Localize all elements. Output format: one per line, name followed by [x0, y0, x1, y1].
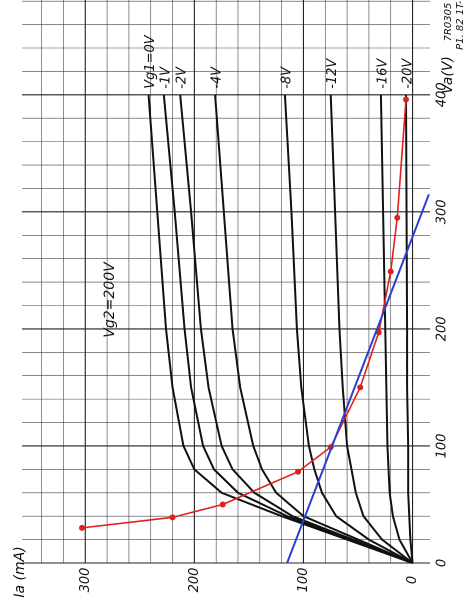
curve-label: -4V	[210, 66, 225, 89]
marker	[357, 384, 364, 391]
curve-label: -1V	[158, 66, 173, 89]
curve	[179, 94, 413, 564]
curve-label: -16V	[375, 58, 390, 89]
curve-label: -20V	[401, 58, 416, 89]
curve	[162, 94, 413, 564]
curve	[329, 94, 414, 564]
x-tick-label: 0	[435, 559, 450, 567]
x-tick-label: 300	[435, 199, 450, 224]
x-axis-label: Va(V)	[440, 56, 456, 94]
x-tick-label: 400	[435, 82, 450, 107]
chart-subtitle: P1. 82 1T-1	[455, 0, 466, 50]
y-axis-label: Ia (mA)	[12, 546, 28, 597]
curve	[286, 193, 430, 564]
marker	[79, 524, 85, 531]
annotation: Vg2=200V	[102, 261, 118, 338]
marker	[219, 501, 226, 508]
chart-title: 7R0305	[443, 3, 454, 42]
curve	[147, 94, 413, 564]
marker	[169, 514, 176, 521]
curve-label: Vg1=0V	[143, 34, 158, 89]
marker	[295, 468, 301, 475]
curve-label: -2V	[175, 66, 190, 89]
curve	[405, 94, 414, 564]
y-tick-label: 300	[78, 568, 93, 593]
y-tick-label: 100	[296, 568, 311, 593]
y-tick-label: 0	[405, 576, 420, 584]
marker	[394, 214, 401, 221]
x-tick-label: 200	[435, 316, 450, 341]
marker	[403, 96, 409, 103]
y-tick-label: 200	[187, 568, 202, 593]
curve	[283, 94, 414, 564]
x-tick-label: 100	[435, 434, 450, 459]
curve	[379, 94, 414, 564]
curve-label: -8V	[279, 66, 294, 89]
curve	[214, 94, 413, 564]
curve	[81, 99, 407, 529]
curve-label: -12V	[325, 58, 340, 89]
marker	[387, 268, 394, 275]
